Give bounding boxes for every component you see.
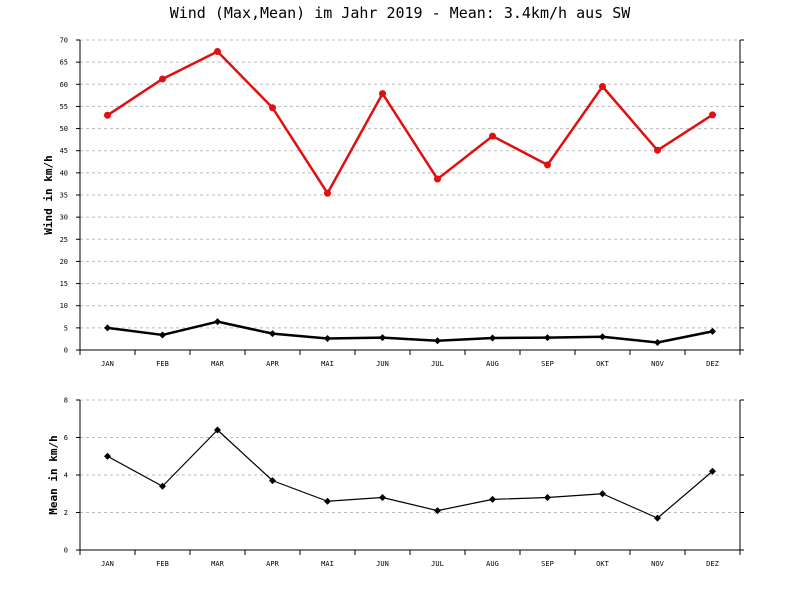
data-point [379,494,386,501]
data-point [599,333,606,341]
y-tick-label: 40 [60,169,68,177]
x-tick-label: AUG [486,360,499,368]
y-axis-title: Mean in km/h [47,435,60,514]
data-point [159,482,166,490]
y-tick-label: 45 [60,147,68,155]
max-mean-panel: 0 5 10 15 20 25 30 35 40 45 50 55 60 65 70 JAN FEB MAR APR… [42,37,744,368]
data-point [379,90,386,98]
y-tick-label: 2 [64,509,68,517]
y-tick-label: 50 [60,125,68,133]
data-point [489,132,496,140]
x-tick-label: MAI [321,360,334,368]
data-point [489,334,496,342]
data-point [434,337,441,345]
data-point [654,146,661,154]
data-point [654,514,661,522]
x-tick-label: MAI [321,560,334,568]
x-tick-label: APR [266,560,279,568]
y-tick-label: 35 [60,192,68,200]
data-point [104,111,111,119]
data-point [324,497,331,505]
x-tick-label: SEP [541,360,554,368]
data-point [214,318,221,326]
y-tick-label: 10 [60,302,68,310]
x-tick-label: FEB [156,560,169,568]
chart-title: Wind (Max,Mean) im Jahr 2019 - Mean: 3.4… [170,4,632,22]
y-tick-label: 25 [60,236,68,244]
y-tick-label: 6 [64,434,68,442]
x-tick-label: AUG [486,560,499,568]
y-tick-label: 65 [60,59,68,67]
data-point [269,330,276,338]
x-tick-label: OKT [596,360,609,368]
x-tick-label: MAR [211,560,224,568]
data-point [159,331,166,339]
data-point [434,175,441,183]
y-tick-label: 30 [60,214,68,222]
data-point [269,104,276,112]
x-tick-label: JAN [101,560,114,568]
x-tick-label: JUN [376,560,389,568]
y-tick-label: 20 [60,258,68,266]
x-tick-label: NOV [651,360,664,368]
y-axis-title: Wind in km/h [42,155,55,234]
data-point [379,334,386,342]
data-point [214,426,221,434]
data-point [269,477,276,485]
data-point [104,324,111,332]
data-point [324,189,331,197]
y-tick-label: 60 [60,81,68,89]
data-point [489,495,496,503]
x-tick-label: JUN [376,360,389,368]
data-point [434,507,441,515]
data-point [709,111,716,119]
data-point [709,327,716,335]
x-tick-label: JUL [431,360,444,368]
y-tick-label: 0 [64,347,68,355]
data-point [654,338,661,346]
x-tick-label: DEZ [706,560,719,568]
y-tick-label: 70 [60,37,68,45]
x-tick-label: DEZ [706,360,719,368]
mean-panel: 0 2 4 6 8 JAN FEB MAR APR MAI JUN JUL AUG SEP OKT NOV DE… [47,397,744,568]
series-line [107,320,713,344]
data-point [599,83,606,90]
x-tick-label: OKT [596,560,609,568]
y-tick-label: 55 [60,103,68,111]
x-tick-label: JUL [431,560,444,568]
x-tick-label: NOV [651,560,664,568]
y-tick-label: 8 [64,397,68,405]
x-tick-label: MAR [211,360,224,368]
x-tick-label: SEP [541,560,554,568]
data-point [709,467,716,475]
y-tick-label: 0 [64,547,68,555]
x-tick-label: APR [266,360,279,368]
data-point [544,494,551,501]
series-line [107,429,713,519]
x-tick-label: JAN [101,360,114,368]
data-point [544,161,551,169]
data-point [214,48,221,56]
y-tick-label: 15 [60,280,68,288]
y-tick-label: 4 [64,472,68,480]
x-tick-label: FEB [156,360,169,368]
data-point [544,334,551,342]
y-tick-label: 5 [64,324,68,332]
data-point [159,75,166,83]
data-point [104,452,111,460]
series-line [106,50,714,195]
data-point [324,334,331,342]
data-point [599,490,606,498]
